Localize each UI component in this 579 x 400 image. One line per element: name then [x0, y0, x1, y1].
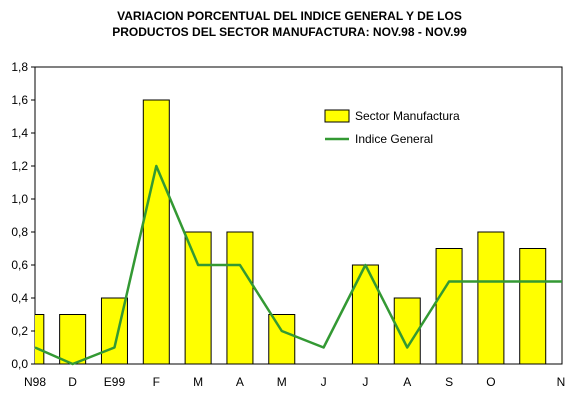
x-tick-label-9: A: [403, 375, 411, 389]
line-layer: [34, 164, 562, 366]
legend-label-sector-manufactura: Sector Manufactura: [355, 109, 460, 123]
x-tick-label-12: N: [557, 375, 566, 389]
bar-4: [184, 231, 212, 364]
bars-layer: [35, 99, 547, 364]
y-tick-label-2: 0,4: [11, 291, 28, 305]
x-axis: N98 D E99 F M A M J J A S O N: [24, 375, 565, 389]
bar-5: [226, 231, 254, 364]
plot-area-frame: [34, 66, 563, 365]
x-tick-label-11: O: [486, 375, 495, 389]
bar-10: [435, 248, 463, 364]
chart-title-line-2: PRODUCTOS DEL SECTOR MANUFACTURA: NOV.98…: [112, 25, 467, 39]
bar-2: [100, 297, 128, 364]
y-tick-label-3: 0,6: [11, 258, 28, 272]
y-axis: 0,0 0,2 0,4 0,6 0,8 1,0 1,2 1,4 1,6 1,8: [11, 60, 35, 371]
chart-title: VARIACION PORCENTUAL DEL INDICE GENERAL …: [0, 8, 579, 40]
chart-title-line-1: VARIACION PORCENTUAL DEL INDICE GENERAL …: [117, 9, 462, 23]
x-tick-label-5: A: [236, 375, 244, 389]
y-tick-label-9: 1,8: [11, 60, 28, 74]
legend: Sector Manufactura Indice General: [324, 109, 460, 146]
bar-12: [519, 248, 547, 364]
x-tick-label-7: J: [321, 375, 327, 389]
x-tick-label-3: F: [153, 375, 160, 389]
x-tick-label-6: M: [277, 375, 287, 389]
bar-1: [59, 314, 87, 364]
bar-3: [142, 99, 170, 364]
bar-8: [351, 264, 379, 364]
y-tick-label-7: 1,4: [11, 126, 28, 140]
y-tick-label-4: 0,8: [11, 225, 28, 239]
legend-label-indice-general: Indice General: [355, 132, 433, 146]
y-tick-label-8: 1,6: [11, 93, 28, 107]
bar-6: [268, 314, 296, 364]
x-tick-label-0: N98: [24, 375, 46, 389]
y-tick-label-1: 0,2: [11, 324, 28, 338]
x-tick-label-4: M: [193, 375, 203, 389]
bar-11: [477, 231, 505, 364]
x-tick-label-10: S: [445, 375, 453, 389]
x-tick-label-8: J: [362, 375, 368, 389]
series-line-indice-general: [34, 164, 562, 366]
x-tick-label-2: E99: [104, 375, 126, 389]
y-tick-label-5: 1,0: [11, 192, 28, 206]
y-tick-label-6: 1,2: [11, 159, 28, 173]
x-tick-label-1: D: [68, 375, 77, 389]
y-tick-label-0: 0,0: [11, 357, 28, 371]
legend-swatch-sector-manufactura: [324, 109, 350, 123]
bar-0: [35, 314, 45, 364]
